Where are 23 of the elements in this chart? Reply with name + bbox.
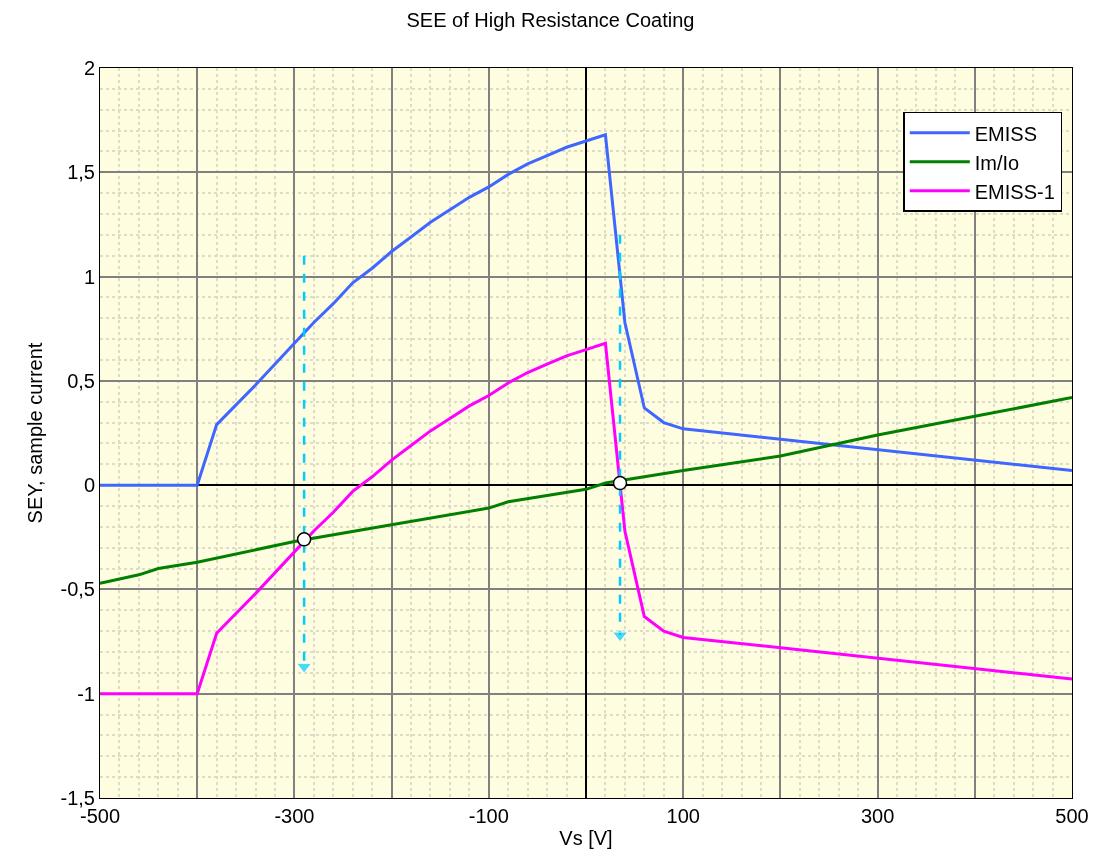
y-axis-title: SEY, sample current (24, 342, 47, 524)
legend-label: Im/Io (974, 151, 1020, 174)
legend-label: EMISS-1 (974, 180, 1055, 203)
line-series (100, 341, 1072, 696)
x-tick-label: 300 (860, 805, 895, 827)
x-tick-label: 500 (1055, 805, 1089, 827)
point (612, 475, 628, 491)
x-tick-label: -300 (274, 805, 315, 827)
y-tick-label: -1 (77, 682, 95, 705)
x-tick-label: -100 (468, 805, 509, 827)
x-axis-title: Vs [V] (559, 826, 613, 849)
line-series (100, 396, 1072, 585)
point (296, 532, 312, 547)
y-tick-label: -1,5 (60, 787, 95, 809)
y-tick-label: 0,5 (67, 369, 95, 392)
chart-title: SEE of High Resistance Coating (406, 9, 695, 32)
legend-label: EMISS (974, 122, 1038, 145)
y-tick-label: 1,5 (67, 161, 95, 184)
y-tick-label: 0 (83, 474, 95, 497)
x-tick-label: 100 (666, 805, 700, 827)
y-tick-label: 1 (83, 265, 95, 288)
y-tick-label: -0,5 (60, 578, 95, 601)
y-tick-label: 2 (83, 57, 95, 79)
